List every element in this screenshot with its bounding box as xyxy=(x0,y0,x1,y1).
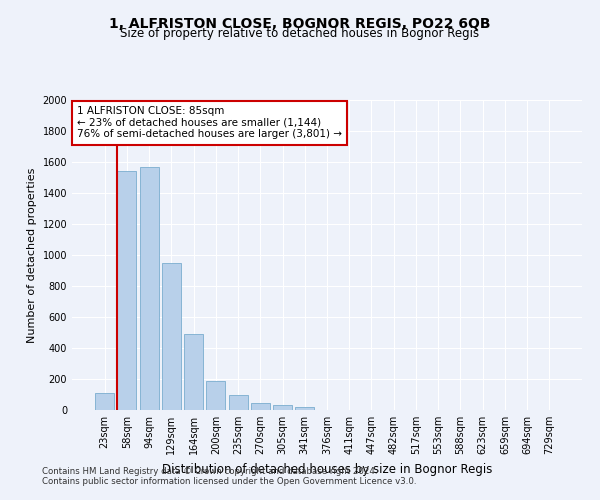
Text: Size of property relative to detached houses in Bognor Regis: Size of property relative to detached ho… xyxy=(121,28,479,40)
X-axis label: Distribution of detached houses by size in Bognor Regis: Distribution of detached houses by size … xyxy=(162,462,492,475)
Bar xyxy=(95,393,114,410)
Text: Contains public sector information licensed under the Open Government Licence v3: Contains public sector information licen… xyxy=(42,477,416,486)
Bar xyxy=(140,166,158,410)
Text: Contains HM Land Registry data © Crown copyright and database right 2024.: Contains HM Land Registry data © Crown c… xyxy=(42,467,377,476)
Text: 1, ALFRISTON CLOSE, BOGNOR REGIS, PO22 6QB: 1, ALFRISTON CLOSE, BOGNOR REGIS, PO22 6… xyxy=(109,18,491,32)
Bar xyxy=(229,396,248,410)
Bar xyxy=(295,407,314,410)
Y-axis label: Number of detached properties: Number of detached properties xyxy=(27,168,37,342)
Bar xyxy=(251,403,270,410)
Text: 1 ALFRISTON CLOSE: 85sqm
← 23% of detached houses are smaller (1,144)
76% of sem: 1 ALFRISTON CLOSE: 85sqm ← 23% of detach… xyxy=(77,106,342,140)
Bar xyxy=(184,334,203,410)
Bar xyxy=(206,380,225,410)
Bar xyxy=(118,172,136,410)
Bar xyxy=(273,406,292,410)
Bar xyxy=(162,263,181,410)
